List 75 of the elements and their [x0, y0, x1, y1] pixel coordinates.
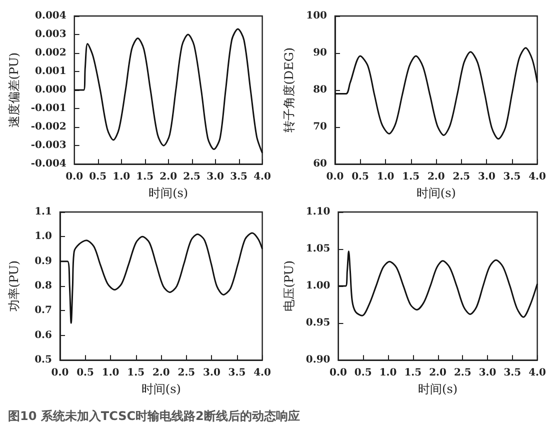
y-tick-label: 1.10: [306, 206, 330, 218]
x-tick-label: 1.5: [404, 368, 422, 379]
y-tick-label: 0.000: [35, 84, 66, 96]
x-tick-label: 0.5: [76, 368, 94, 379]
x-tick-label: 4.0: [254, 172, 272, 183]
y-tick-label: 0.6: [34, 330, 52, 341]
x-tick-label: 0.5: [89, 172, 107, 183]
y-tick-label: -0.001: [30, 103, 66, 114]
x-axis-title: 时间(s): [141, 382, 181, 396]
x-tick-label: 2.5: [454, 368, 472, 379]
x-tick-label: 3.0: [206, 172, 224, 183]
y-tick-label: 0.002: [35, 48, 66, 59]
x-tick-label: 0.0: [330, 368, 347, 379]
x-tick-label: 3.5: [504, 368, 522, 379]
x-tick-label: 1.5: [127, 368, 145, 379]
line-series: [74, 28, 264, 154]
x-tick-label: 1.0: [112, 172, 130, 183]
x-axis-title: 时间(s): [148, 186, 188, 200]
x-tick-label: 1.5: [402, 172, 420, 183]
x-tick-label: 1.0: [102, 368, 120, 379]
x-axis-title: 时间(s): [416, 186, 456, 200]
x-tick-label: 0.5: [352, 172, 370, 183]
y-tick-label: 1.1: [34, 206, 52, 218]
x-tick-label: 2.5: [178, 368, 196, 379]
y-tick-label: 0.003: [35, 29, 66, 40]
x-tick-label: 4.0: [528, 172, 546, 183]
x-tick-label: 1.0: [379, 368, 397, 379]
y-tick-label: 0.95: [306, 318, 330, 329]
x-tick-label: 4.0: [528, 368, 546, 379]
y-tick-label: 0.7: [34, 305, 52, 316]
y-tick-label: 1.0: [34, 231, 52, 242]
y-axis-title: 转子角度(DEG): [282, 47, 296, 133]
x-tick-label: 3.5: [228, 368, 246, 379]
x-tick-label: 2.0: [429, 368, 447, 379]
x-tick-label: 2.5: [452, 172, 470, 183]
x-tick-label: 3.5: [230, 172, 248, 183]
y-tick-label: 60: [313, 158, 328, 170]
y-tick-label: 0.001: [35, 66, 66, 78]
x-tick-label: 2.0: [152, 368, 170, 379]
x-tick-label: 3.0: [478, 172, 496, 183]
x-tick-label: 2.0: [160, 172, 178, 183]
x-tick-label: 2.0: [427, 172, 445, 183]
line-series: [59, 232, 264, 324]
x-tick-label: 0.5: [354, 368, 372, 379]
line-series: [338, 250, 538, 318]
y-tick-label: 1.05: [306, 244, 330, 255]
line-series: [334, 47, 538, 140]
x-tick-label: 3.0: [203, 368, 220, 379]
y-tick-label: 0.004: [35, 10, 66, 22]
y-tick-label: 0.90: [306, 354, 330, 366]
y-tick-label: -0.002: [30, 122, 66, 133]
y-axis-title: 功率(PU): [7, 260, 21, 312]
x-tick-label: 2.5: [183, 172, 201, 183]
y-tick-label: 1.00: [306, 280, 330, 292]
y-axis-title: 电压(PU): [282, 260, 296, 312]
y-tick-label: -0.004: [30, 158, 66, 170]
y-axis-title: 速度偏差(PU): [7, 52, 21, 128]
x-tick-label: 4.0: [254, 368, 272, 379]
x-tick-label: 0.0: [51, 368, 69, 379]
y-tick-label: 0.9: [34, 256, 52, 267]
y-tick-label: 80: [313, 84, 328, 96]
y-tick-label: 70: [313, 122, 328, 133]
x-tick-label: 3.0: [478, 368, 496, 379]
y-tick-label: 0.5: [34, 354, 52, 366]
y-tick-label: -0.003: [30, 140, 66, 152]
x-tick-label: 1.0: [376, 172, 394, 183]
x-tick-label: 1.5: [136, 172, 154, 183]
y-tick-label: 100: [306, 10, 328, 22]
x-tick-label: 0.0: [66, 172, 84, 183]
x-tick-label: 0.0: [326, 172, 344, 183]
x-tick-label: 3.5: [503, 172, 521, 183]
y-tick-label: 0.8: [34, 280, 52, 292]
y-tick-label: 90: [313, 48, 328, 59]
caption: 图10 系统未加入TCSC时输电线路2断线后的动态响应: [8, 408, 300, 425]
x-axis-title: 时间(s): [418, 382, 458, 396]
